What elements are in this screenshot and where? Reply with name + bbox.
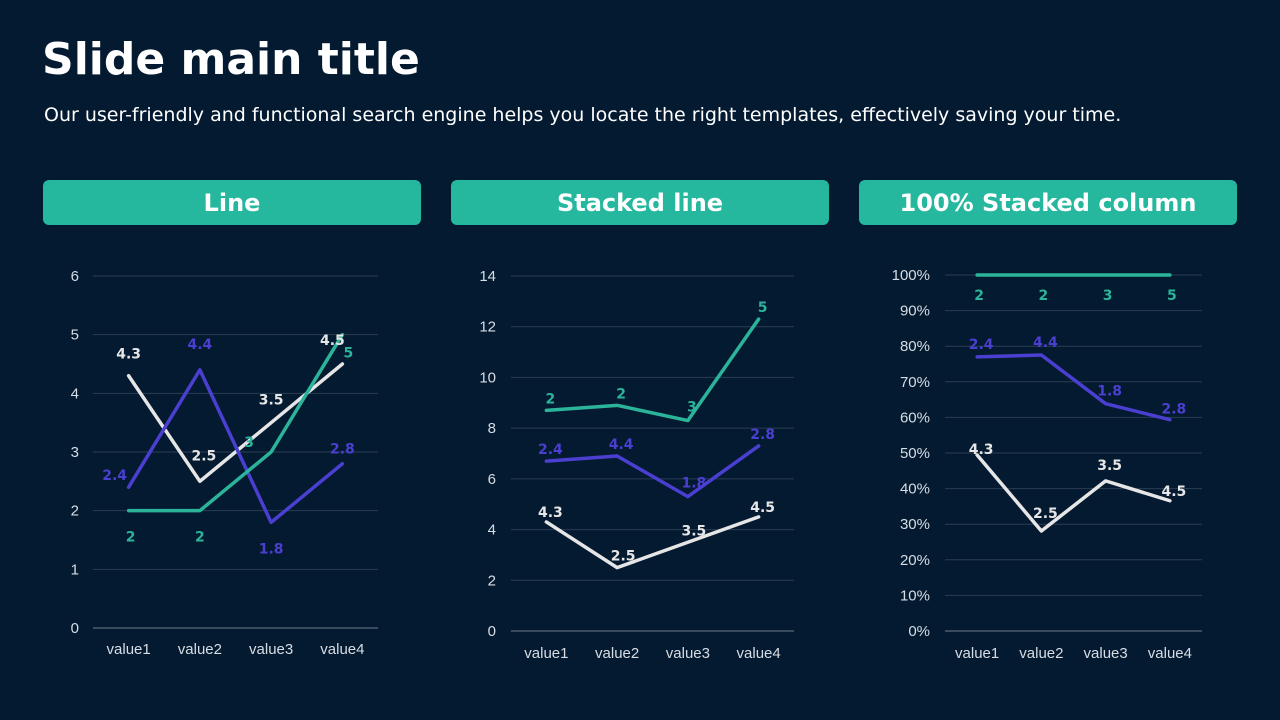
y-tick-label: 6 [71, 268, 79, 285]
y-tick-label: 8 [488, 420, 496, 437]
y-tick-label: 0 [488, 623, 496, 640]
x-tick-label: value4 [320, 641, 364, 658]
series-line-2 [975, 353, 1172, 422]
data-label: 2 [616, 386, 626, 402]
line-chart: 0 1 2 3 4 5 6 value1 value2 value3 value4 4.3 2.5 3.5… [71, 268, 378, 658]
data-label: 2 [126, 530, 136, 546]
data-label: 1.8 [1097, 384, 1122, 400]
data-label: 2.4 [102, 468, 127, 484]
y-tick-label: 50% [900, 445, 930, 462]
chart-panel-line: Line 0 1 2 3 4 5 6 value1 value2 value3 value4 4.3 2… [43, 180, 421, 680]
x-tick-label: value3 [1084, 645, 1128, 662]
data-label: 2.5 [611, 549, 636, 565]
slide-title: Slide main title [42, 34, 420, 85]
data-label: 2.8 [750, 427, 775, 443]
x-tick-label: value3 [666, 645, 710, 662]
data-label: 2 [546, 391, 556, 407]
y-tick-label: 4 [488, 522, 496, 539]
data-label: 2 [1039, 288, 1049, 304]
data-label: 1.8 [681, 476, 706, 492]
y-tick-label: 60% [900, 409, 930, 426]
data-label: 2.4 [538, 442, 563, 458]
series-line-1 [975, 453, 1172, 533]
chart-header-stacked-line: Stacked line [451, 180, 829, 225]
data-label: 2.5 [191, 448, 216, 464]
data-label: 5 [758, 300, 768, 316]
x-tick-label: value2 [1019, 645, 1063, 662]
y-tick-label: 12 [479, 319, 496, 336]
x-tick-label: value4 [1148, 645, 1192, 662]
y-tick-label: 2 [488, 572, 496, 589]
data-label: 3 [244, 435, 254, 451]
y-tick-label: 80% [900, 338, 930, 355]
data-label: 4.4 [1033, 335, 1058, 351]
x-tick-label: value2 [178, 641, 222, 658]
slide-subtitle: Our user-friendly and functional search … [44, 104, 1122, 126]
data-label: 2.4 [969, 337, 994, 353]
y-tick-label: 14 [479, 268, 496, 285]
data-label: 4.5 [750, 500, 775, 516]
chart-panel-100-stacked: 100% Stacked column 0% 10% 20% 30% 40% 50% 60%… [859, 180, 1237, 680]
data-label: 3.5 [681, 523, 706, 539]
y-tick-label: 3 [71, 444, 79, 461]
data-label: 1.8 [259, 541, 284, 557]
x-tick-label: value1 [955, 645, 999, 662]
y-tick-label: 1 [71, 561, 79, 578]
data-label: 4.4 [187, 337, 212, 353]
y-tick-label: 10% [900, 587, 930, 604]
y-tick-label: 100% [892, 267, 930, 284]
y-tick-label: 2 [71, 503, 79, 520]
x-tick-label: value1 [524, 645, 568, 662]
y-tick-label: 20% [900, 552, 930, 569]
data-label: 3 [687, 400, 697, 416]
data-label: 5 [1167, 288, 1177, 304]
x-tick-label: value3 [249, 641, 293, 658]
y-tick-label: 4 [71, 385, 79, 402]
data-label: 2.8 [1161, 402, 1186, 418]
series-line-3 [544, 317, 761, 423]
data-label: 4.3 [538, 505, 563, 521]
data-label: 4.3 [969, 442, 994, 458]
x-tick-label: value2 [595, 645, 639, 662]
data-label: 2.8 [330, 442, 355, 458]
series-line-1 [126, 362, 345, 484]
data-label: 2 [195, 530, 205, 546]
x-tick-label: value1 [107, 641, 151, 658]
data-label: 3.5 [1097, 458, 1122, 474]
y-tick-label: 0% [908, 623, 930, 640]
y-tick-label: 6 [488, 471, 496, 488]
percent-stacked-chart: 0% 10% 20% 30% 40% 50% 60% 70% 80% 90% 100% value1 v… [892, 267, 1202, 662]
series-line-1 [544, 515, 761, 570]
data-label: 5 [344, 346, 354, 362]
y-tick-label: 30% [900, 516, 930, 533]
y-tick-label: 0 [71, 620, 79, 637]
y-tick-label: 90% [900, 303, 930, 320]
chart-header-line: Line [43, 180, 421, 225]
data-label: 4.5 [320, 333, 345, 349]
chart-header-100-stacked: 100% Stacked column [859, 180, 1237, 225]
data-label: 4.3 [116, 347, 141, 363]
y-tick-label: 10 [479, 369, 496, 386]
data-label: 3.5 [259, 393, 284, 409]
data-label: 2 [974, 288, 984, 304]
data-label: 4.4 [609, 437, 634, 453]
data-label: 4.5 [1161, 484, 1186, 500]
data-label: 3 [1103, 288, 1113, 304]
series-line-3 [126, 332, 345, 513]
stacked-line-chart: 0 2 4 6 8 10 12 14 value1 value2 value3 value4 4.3 2.… [479, 268, 794, 662]
data-label: 2.5 [1033, 506, 1058, 522]
series-line-2 [544, 444, 761, 499]
y-tick-label: 5 [71, 327, 79, 344]
series-line-2 [126, 368, 345, 525]
x-tick-label: value4 [737, 645, 781, 662]
y-tick-label: 70% [900, 374, 930, 391]
chart-panel-stacked-line: Stacked line 0 2 4 6 8 10 12 14 value1 value2 valu… [451, 180, 829, 680]
y-tick-label: 40% [900, 481, 930, 498]
